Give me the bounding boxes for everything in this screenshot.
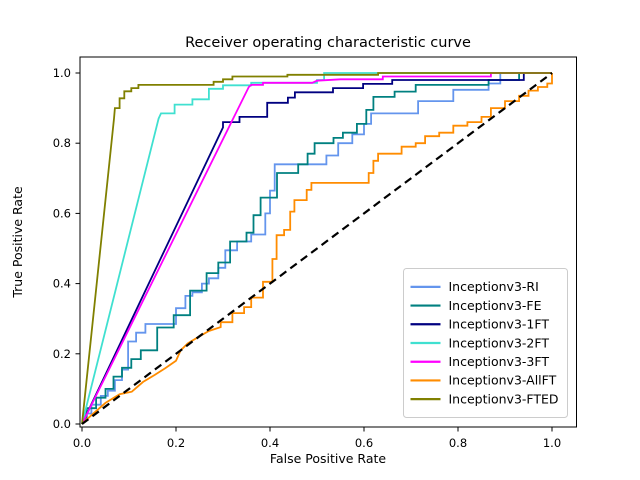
legend-box (403, 268, 568, 418)
legend-label-Inceptionv3-2FT: Inceptionv3-2FT (449, 335, 550, 350)
legend-label-Inceptionv3-FE: Inceptionv3-FE (449, 298, 542, 313)
legend-label-Inceptionv3-3FT: Inceptionv3-3FT (449, 354, 550, 369)
x-tick-label: 0.2 (167, 436, 185, 450)
x-tick-label: 0.8 (449, 436, 467, 450)
y-tick-label: 0.6 (53, 206, 71, 220)
curve-Inceptionv3-RI (81, 72, 552, 425)
legend-label-Inceptionv3-FTED: Inceptionv3-FTED (449, 391, 559, 406)
chart-title: Receiver operating characteristic curve (185, 35, 471, 51)
x-tick-label: 0.0 (73, 436, 91, 450)
curve-Inceptionv3-FTED (81, 72, 552, 425)
curve-Inceptionv3-3FT (81, 72, 552, 425)
legend-label-Inceptionv3-AllFT: Inceptionv3-AllFT (449, 373, 557, 388)
x-tick-label: 1.0 (543, 436, 561, 450)
y-tick-label: 0.8 (53, 136, 71, 150)
y-tick-label: 0.2 (53, 347, 71, 361)
legend-label-Inceptionv3-1FT: Inceptionv3-1FT (449, 317, 550, 332)
curve-chance-diagonal (81, 72, 553, 425)
curve-Inceptionv3-FE (81, 72, 552, 425)
y-tick-label: 0.0 (53, 417, 71, 431)
y-tick-label: 0.4 (53, 277, 71, 291)
curve-Inceptionv3-AllFT (81, 73, 553, 425)
y-axis-label: True Positive Rate (10, 186, 25, 299)
curve-Inceptionv3-1FT (81, 72, 552, 425)
x-tick-label: 0.6 (355, 436, 373, 450)
legend-label-Inceptionv3-RI: Inceptionv3-RI (449, 279, 539, 294)
legend: Inceptionv3-RI Inceptionv3-FE Inceptionv3-… (403, 268, 568, 418)
x-axis-label: False Positive Rate (270, 451, 386, 466)
x-tick-label: 0.4 (261, 436, 279, 450)
y-tick-label: 1.0 (53, 66, 71, 80)
roc-curves (81, 72, 553, 425)
axis-ticks: 0.0 0.2 0.4 0.6 0.8 1.0 0.0 0.2 0.4 0.6 0.8 1.0 (53, 66, 561, 450)
